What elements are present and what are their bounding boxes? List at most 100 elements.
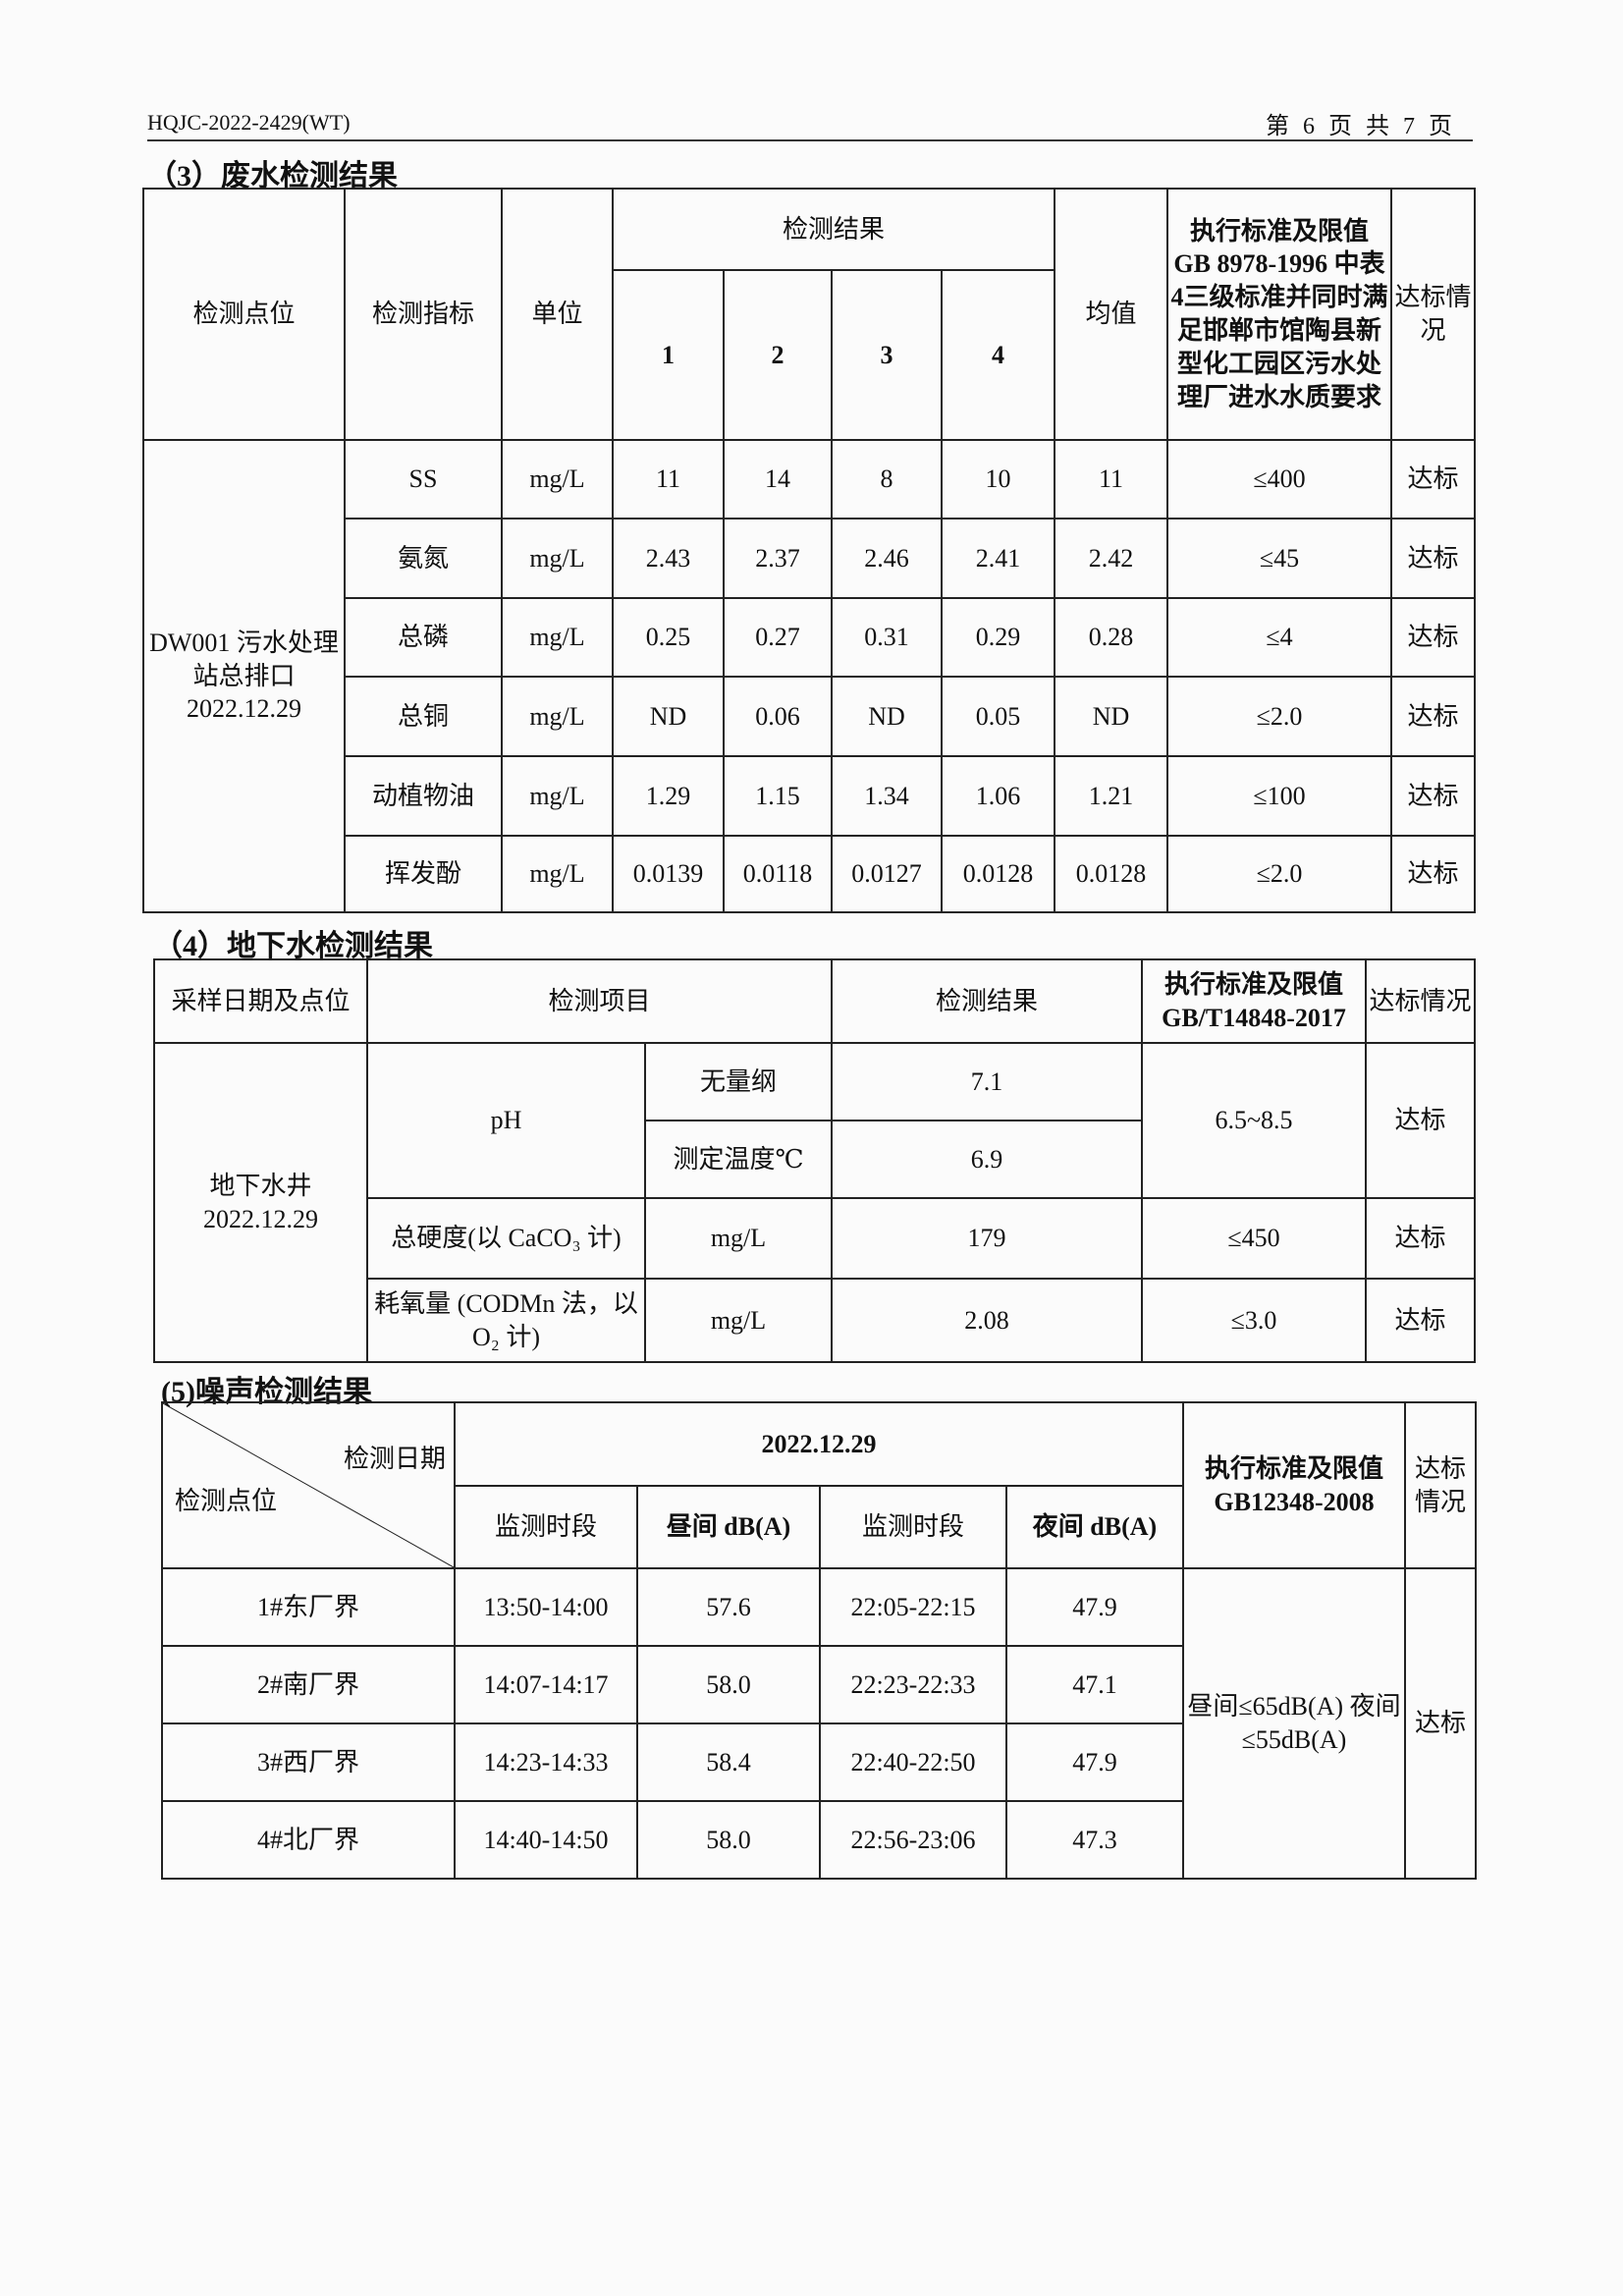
result-value: 0.0127 [831, 835, 943, 913]
ph-item: pH [366, 1042, 646, 1199]
mean-value: ND [1054, 676, 1169, 757]
day-value: 57.6 [636, 1567, 821, 1647]
header-point-label: 检测点位 [175, 1487, 278, 1516]
day-period: 13:50-14:00 [454, 1567, 638, 1647]
cod-status: 达标 [1365, 1278, 1477, 1363]
night-value: 47.9 [1005, 1722, 1184, 1802]
header-date: 2022.12.29 [454, 1401, 1184, 1487]
day-value: 58.0 [636, 1645, 821, 1724]
header-run: 1 [612, 269, 725, 441]
result-value: 2.46 [831, 518, 943, 599]
result-value: 1.34 [831, 755, 943, 837]
unit: mg/L [501, 755, 614, 837]
status-value: 达标 [1390, 439, 1477, 519]
header-day-period: 监测时段 [454, 1485, 638, 1569]
unit: mg/L [501, 676, 614, 757]
temp-result: 6.9 [831, 1120, 1144, 1199]
result-value: 2.41 [940, 518, 1056, 599]
table-row: 3#西厂界 14:23-14:33 58.4 22:40-22:50 47.9 [161, 1722, 1476, 1802]
result-value: 2.43 [612, 518, 725, 599]
noise-limit: 昼间≤65dB(A) 夜间≤55dB(A) [1182, 1567, 1406, 1880]
header-results: 检测结果 [611, 188, 1056, 271]
result-value: 8 [831, 439, 943, 519]
header-date-label: 检测日期 [343, 1445, 446, 1473]
cod-result: 2.08 [831, 1278, 1144, 1363]
header-standard: 执行标准及限值 GB/T14848-2017 [1141, 958, 1368, 1044]
result-value: 0.0118 [723, 835, 833, 913]
status-value: 达标 [1390, 518, 1477, 599]
groundwater-title: （4）地下水检测结果 [153, 930, 433, 962]
noise-point: 4#北厂界 [161, 1800, 456, 1880]
unit: mg/L [501, 835, 614, 913]
sample-point: 地下水井 2022.12.29 [153, 1042, 368, 1363]
sample-point: DW001 污水处理站总排口 2022.12.29 [142, 439, 346, 913]
day-value: 58.4 [636, 1722, 821, 1802]
indicator: SS [344, 439, 503, 519]
day-period: 14:23-14:33 [454, 1722, 638, 1802]
limit-value: ≤2.0 [1166, 676, 1393, 757]
table-row: 总磷 mg/L 0.25 0.27 0.31 0.29 0.28 ≤4 达标 [143, 597, 1477, 678]
hardness-limit: ≤450 [1141, 1197, 1368, 1280]
result-value: 10 [940, 439, 1056, 519]
day-period: 14:40-14:50 [454, 1800, 638, 1880]
limit-value: ≤4 [1166, 597, 1393, 678]
status-value: 达标 [1390, 676, 1477, 757]
table-row: 动植物油 mg/L 1.29 1.15 1.34 1.06 1.21 ≤100 达标 [143, 755, 1477, 837]
night-value: 47.9 [1005, 1567, 1184, 1647]
diagonal-header-cell: 检测日期 检测点位 [161, 1401, 456, 1569]
indicator: 氨氮 [344, 518, 503, 599]
indicator: 总磷 [344, 597, 503, 678]
result-value: 0.27 [723, 597, 833, 678]
mean-value: 11 [1054, 439, 1169, 519]
result-value: 0.31 [831, 597, 943, 678]
noise-point: 1#东厂界 [161, 1567, 456, 1647]
night-period: 22:05-22:15 [819, 1567, 1007, 1647]
ph-unit: 无量纲 [643, 1042, 834, 1121]
noise-table: 检测日期 检测点位 2022.12.29 执行标准及限值 GB12348-200… [161, 1401, 1477, 1880]
header-divider [147, 139, 1473, 141]
header-night-period: 监测时段 [819, 1485, 1007, 1569]
result-value: 0.29 [940, 597, 1056, 678]
result-value: 14 [723, 439, 833, 519]
result-value: 1.15 [723, 755, 833, 837]
page-number: 第 6 页 共 7 页 [1266, 114, 1456, 139]
day-period: 14:07-14:17 [454, 1645, 638, 1724]
result-value: 0.0128 [940, 835, 1056, 913]
header-item: 检测项目 [365, 958, 834, 1044]
table-row: DW001 污水处理站总排口 2022.12.29 SS mg/L 11 14 8 10 11… [142, 439, 1477, 913]
hardness-result: 179 [831, 1197, 1144, 1280]
hardness-unit: mg/L [643, 1197, 834, 1280]
night-value: 47.1 [1005, 1645, 1184, 1724]
result-value: 0.06 [723, 676, 833, 757]
header-point: 检测点位 [142, 188, 346, 441]
header-result: 检测结果 [831, 958, 1144, 1044]
indicator: 总铜 [344, 676, 503, 757]
noise-point: 2#南厂界 [161, 1645, 456, 1724]
unit: mg/L [501, 597, 614, 678]
header-indicator: 检测指标 [344, 188, 503, 441]
header-point: 采样日期及点位 [153, 958, 368, 1044]
night-period: 22:56-23:06 [819, 1800, 1007, 1880]
night-value: 47.3 [1005, 1800, 1184, 1880]
ph-result: 7.1 [831, 1042, 1144, 1121]
header-status: 达标情况 [1390, 188, 1477, 441]
header-night: 夜间 dB(A) [1005, 1485, 1184, 1569]
indicator: 动植物油 [344, 755, 503, 837]
result-value: 0.05 [940, 676, 1056, 757]
cod-limit: ≤3.0 [1141, 1278, 1368, 1363]
result-value: 1.29 [612, 755, 725, 837]
header-status: 达标情况 [1365, 958, 1477, 1044]
unit: mg/L [501, 439, 614, 519]
header-day: 昼间 dB(A) [636, 1485, 821, 1569]
limit-value: ≤45 [1166, 518, 1393, 599]
status-value: 达标 [1390, 755, 1477, 837]
unit: mg/L [501, 518, 614, 599]
night-period: 22:23-22:33 [819, 1645, 1007, 1724]
result-value: ND [612, 676, 725, 757]
hardness-item: 总硬度(以 CaCO₃ 计) [366, 1197, 646, 1280]
day-value: 58.0 [636, 1800, 821, 1880]
table-row: 挥发酚 mg/L 0.0139 0.0118 0.0127 0.0128 0.0128 ≤2.… [143, 835, 1477, 913]
mean-value: 0.0128 [1054, 835, 1169, 913]
cod-unit: mg/L [643, 1278, 834, 1363]
ph-limit: 6.5~8.5 [1141, 1042, 1368, 1199]
